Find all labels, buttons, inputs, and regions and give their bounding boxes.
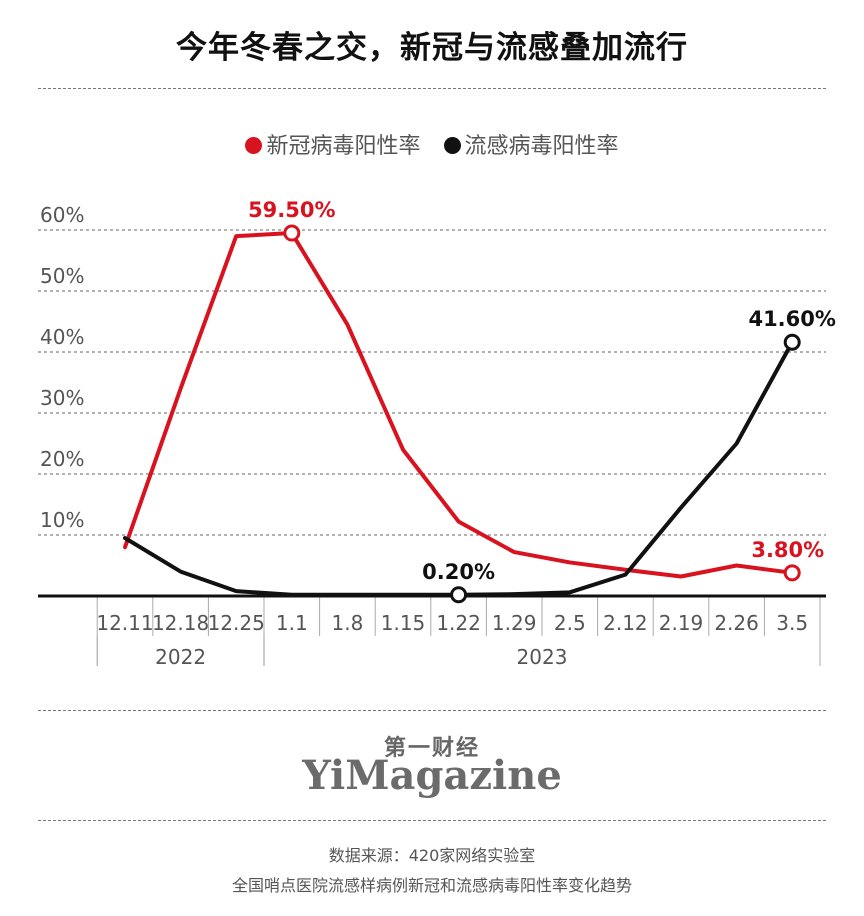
brand-logo: YiMagazine xyxy=(302,752,562,799)
annotated-point xyxy=(783,333,801,351)
year-label: 2023 xyxy=(517,645,568,669)
annotated-point xyxy=(783,564,801,582)
x-tick-label: 12.18 xyxy=(152,611,209,635)
data-label: 0.20% xyxy=(422,560,495,584)
divider-top xyxy=(38,88,826,89)
legend-label-flu: 流感病毒阳性率 xyxy=(464,134,619,159)
x-tick-label: 2.12 xyxy=(603,611,648,635)
annotated-point xyxy=(283,224,301,242)
legend-dot-flu xyxy=(443,137,461,154)
legend: 新冠病毒阳性率 流感病毒阳性率 xyxy=(0,128,864,160)
legend-item-covid: 新冠病毒阳性率 xyxy=(245,128,421,160)
y-tick-label: 50% xyxy=(40,264,84,288)
brand-chinese: 第一财经 xyxy=(383,736,480,761)
y-tick-label: 60% xyxy=(40,203,84,227)
chart-title: 今年冬春之交，新冠与流感叠加流行 xyxy=(176,30,688,66)
x-tick-label: 2.5 xyxy=(554,611,586,635)
x-tick-label: 1.29 xyxy=(492,611,537,635)
legend-label-covid: 新冠病毒阳性率 xyxy=(266,134,421,159)
data-label: 41.60% xyxy=(748,307,835,331)
covid-series-line xyxy=(123,231,795,579)
chart-caption: 全国哨点医院流感样病例新冠和流感病毒阳性率变化趋势 xyxy=(231,876,632,895)
y-tick-label: 40% xyxy=(40,325,84,349)
annotated-point xyxy=(450,586,468,604)
x-tick-label: 1.1 xyxy=(276,611,308,635)
x-tick-label: 1.8 xyxy=(331,611,363,635)
x-tick-label: 1.22 xyxy=(436,611,481,635)
y-tick-label: 20% xyxy=(40,447,84,471)
x-tick-label: 2.26 xyxy=(714,611,759,635)
year-label: 2022 xyxy=(155,645,206,669)
x-tick-label: 3.5 xyxy=(776,611,808,635)
data-label: 59.50% xyxy=(248,198,335,222)
x-tick-label: 12.11 xyxy=(96,611,153,635)
divider-bottom xyxy=(38,820,826,821)
data-label: 3.80% xyxy=(751,538,824,562)
flu-series-line xyxy=(123,340,795,597)
x-tick-label: 2.19 xyxy=(659,611,704,635)
x-tick-label: 1.15 xyxy=(381,611,426,635)
legend-dot-covid xyxy=(245,137,263,154)
x-tick-label: 12.25 xyxy=(208,611,265,635)
source-note: 数据来源：420家网络实验室 xyxy=(328,846,536,865)
y-tick-label: 10% xyxy=(40,508,84,532)
y-tick-label: 30% xyxy=(40,386,84,410)
divider-middle xyxy=(38,710,826,711)
legend-item-flu: 流感病毒阳性率 xyxy=(443,128,619,160)
